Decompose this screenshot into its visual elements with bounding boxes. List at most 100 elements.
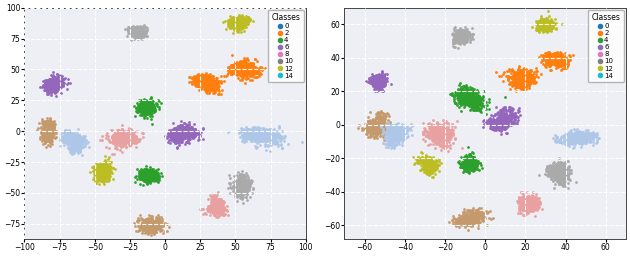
Point <box>559 180 570 184</box>
Point <box>254 138 264 143</box>
Point <box>175 135 185 139</box>
Point <box>208 82 218 87</box>
Point <box>154 226 164 230</box>
Point <box>241 67 251 71</box>
Point <box>437 132 447 136</box>
Point <box>461 154 471 158</box>
Point <box>43 119 54 123</box>
Point <box>74 133 84 137</box>
Point <box>189 76 199 80</box>
Point <box>551 52 561 56</box>
Point <box>420 165 430 169</box>
Point <box>145 221 155 225</box>
Point <box>551 57 561 61</box>
Point <box>214 207 224 211</box>
Point <box>451 35 461 39</box>
Point <box>175 126 185 131</box>
Point <box>452 31 462 35</box>
Point <box>135 27 145 31</box>
Point <box>456 35 466 39</box>
Point <box>229 25 239 29</box>
Point <box>495 122 505 126</box>
Point <box>175 124 185 128</box>
Point <box>452 223 462 227</box>
Point <box>546 52 556 57</box>
Point <box>561 136 571 140</box>
Point <box>237 181 247 185</box>
Point <box>553 173 563 177</box>
Point <box>430 138 440 142</box>
Point <box>142 105 152 109</box>
Point <box>587 133 597 137</box>
Point <box>457 214 467 218</box>
Point <box>122 135 132 139</box>
Point <box>236 76 246 80</box>
Point <box>250 139 260 143</box>
Point <box>518 81 528 85</box>
Point <box>150 169 160 173</box>
Point <box>186 128 196 132</box>
Point <box>528 80 538 84</box>
Point <box>452 36 462 40</box>
Point <box>53 82 63 87</box>
Point <box>468 104 478 109</box>
Point <box>184 136 194 141</box>
Point <box>432 133 442 137</box>
Point <box>466 99 476 103</box>
Point <box>151 220 161 225</box>
Point <box>540 26 550 30</box>
Point <box>203 86 214 90</box>
Point <box>233 26 243 30</box>
Point <box>436 127 446 131</box>
Point <box>106 165 116 169</box>
Point <box>427 128 437 132</box>
Point <box>227 17 237 22</box>
Point <box>527 200 537 205</box>
Point <box>559 133 569 137</box>
Point <box>140 167 150 171</box>
Point <box>237 64 247 68</box>
Point <box>583 136 593 140</box>
Point <box>141 173 151 177</box>
Point <box>369 77 379 81</box>
Point <box>372 82 382 87</box>
Point <box>53 87 63 91</box>
Point <box>462 208 472 212</box>
Point <box>255 135 265 139</box>
Point <box>43 137 53 141</box>
Point <box>518 67 528 71</box>
Point <box>185 74 195 79</box>
Point <box>42 129 52 133</box>
Point <box>539 26 549 30</box>
Point <box>520 78 530 82</box>
Point <box>447 218 457 222</box>
Point <box>555 178 565 182</box>
Point <box>457 215 467 219</box>
Point <box>229 21 239 25</box>
Point <box>137 30 147 34</box>
Point <box>144 102 154 106</box>
Point <box>370 76 380 80</box>
Point <box>474 106 484 110</box>
Point <box>539 17 549 22</box>
Point <box>524 199 534 203</box>
Point <box>457 36 467 40</box>
Point <box>128 138 138 142</box>
Point <box>125 26 135 30</box>
Point <box>216 200 226 204</box>
Point <box>372 89 382 93</box>
Point <box>50 131 60 135</box>
Point <box>112 147 122 152</box>
Point <box>490 127 500 131</box>
Point <box>261 129 272 133</box>
Point <box>234 172 244 176</box>
Point <box>49 90 59 94</box>
Point <box>45 144 55 148</box>
Point <box>476 106 486 110</box>
Point <box>251 128 261 132</box>
Point <box>494 121 504 125</box>
Point <box>422 130 432 134</box>
Point <box>379 121 389 125</box>
Point <box>476 97 486 101</box>
Point <box>237 67 247 71</box>
